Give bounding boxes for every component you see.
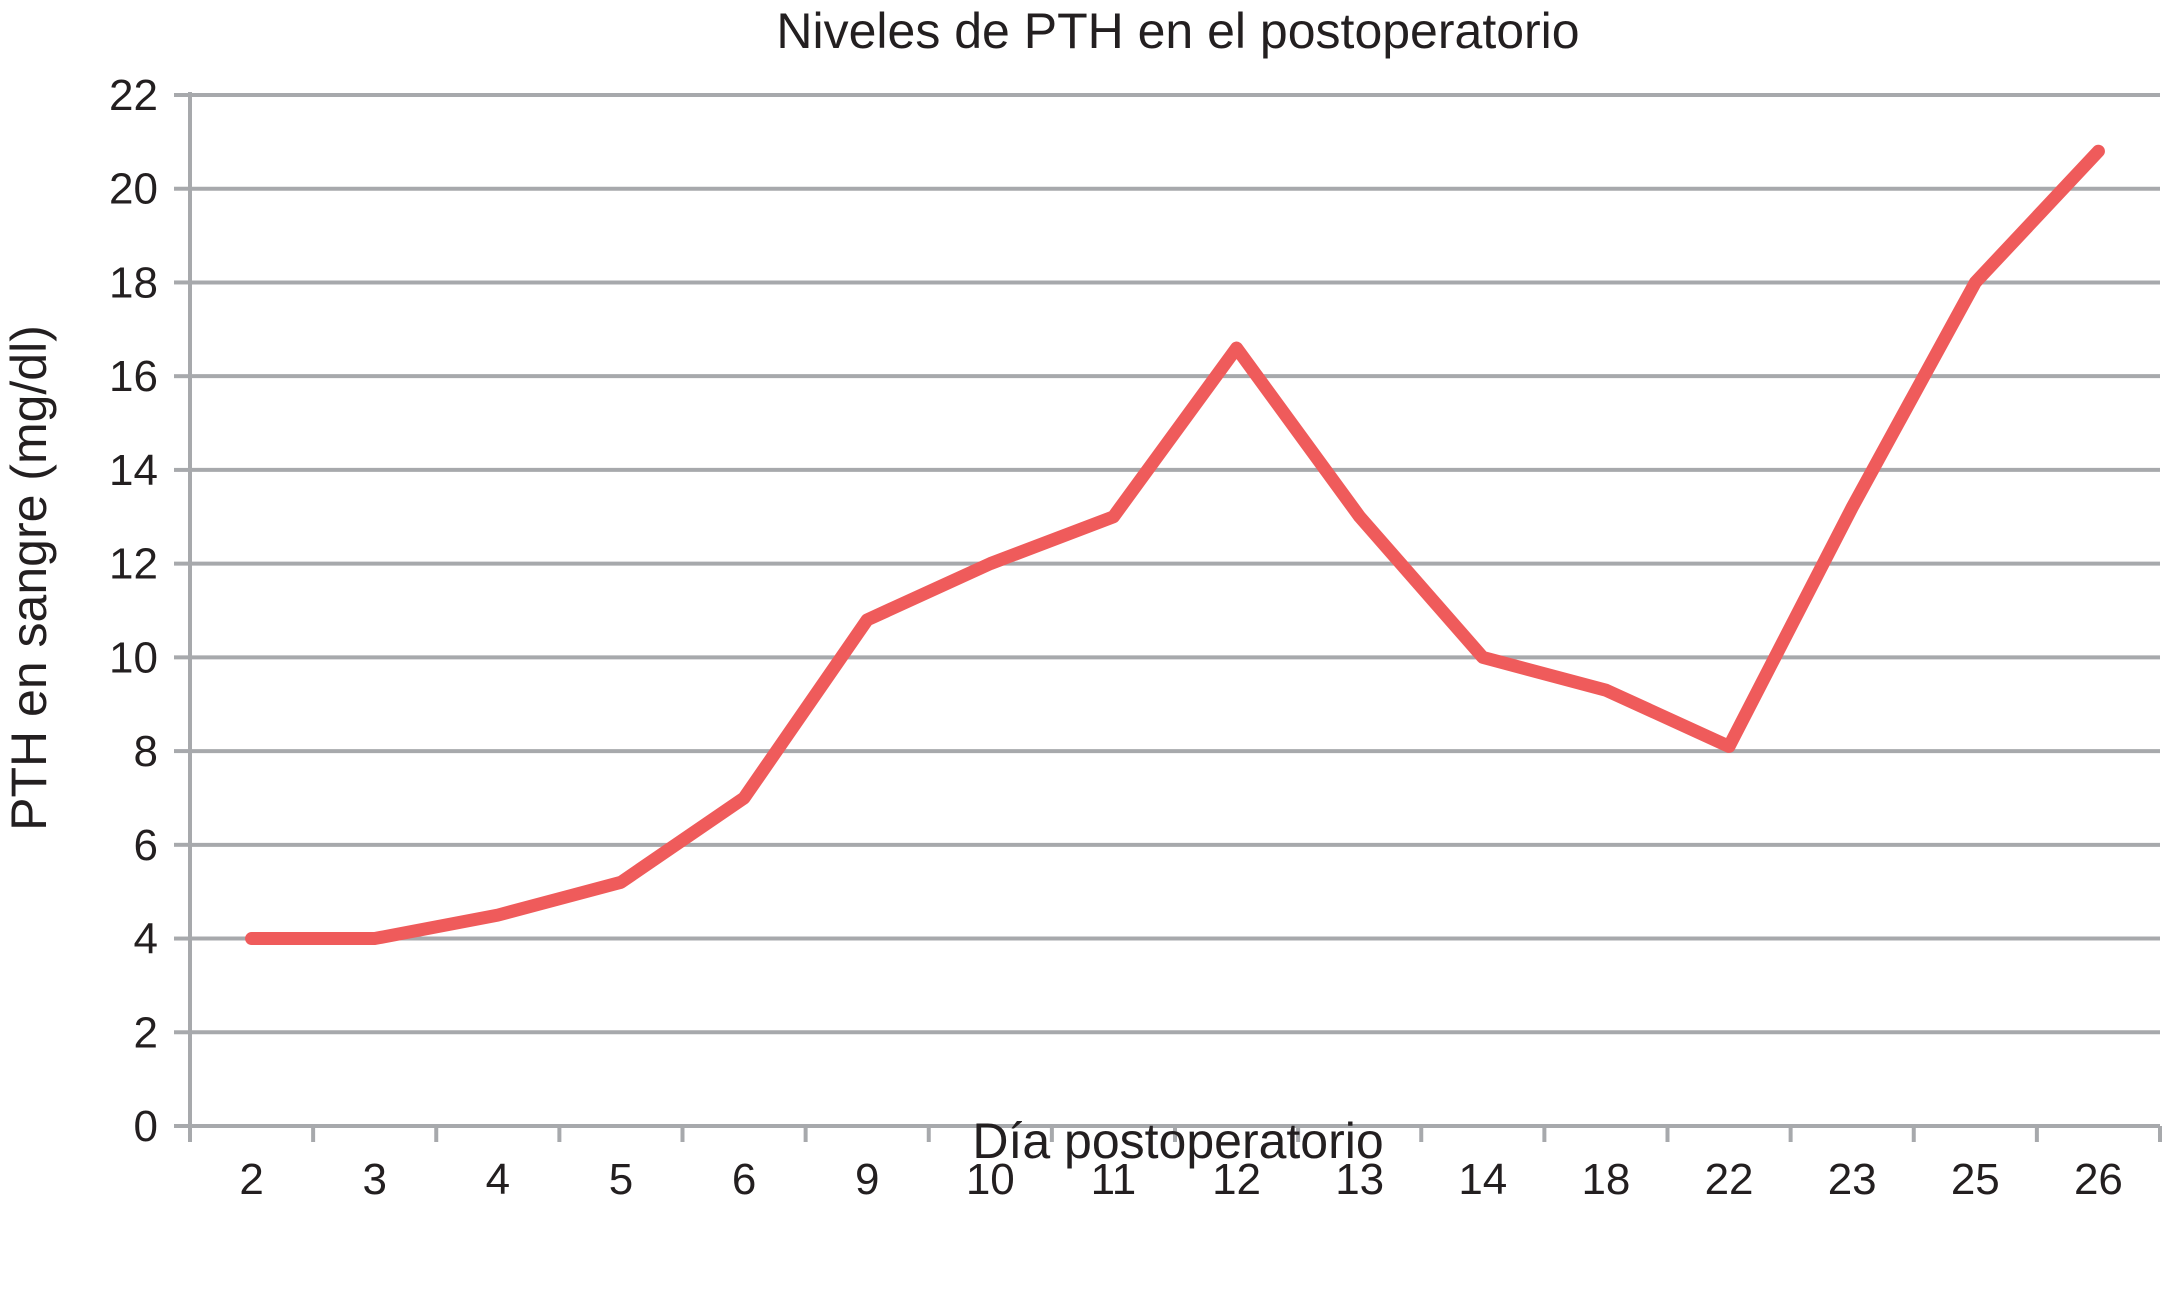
y-tick-label: 4 <box>134 915 158 964</box>
series-line <box>245 144 2105 946</box>
x-tick-label: 4 <box>486 1155 510 1204</box>
grid-lines <box>190 93 2160 1035</box>
y-tick-label: 8 <box>134 727 158 776</box>
y-tick-label: 2 <box>134 1008 158 1057</box>
y-tick-label: 22 <box>109 71 158 120</box>
y-axis: 0 2 4 6 8 10 12 14 16 18 20 22 <box>109 71 192 1151</box>
y-tick-label: 16 <box>109 352 158 401</box>
y-tick-label: 0 <box>134 1102 158 1151</box>
y-tick-label: 12 <box>109 540 158 589</box>
x-tick-label: 22 <box>1705 1155 1754 1204</box>
x-tick-label: 14 <box>1458 1155 1507 1204</box>
x-axis-title: Día postoperatorio <box>972 1113 1383 1169</box>
x-tick-label: 26 <box>2074 1155 2123 1204</box>
x-tick-label: 11 <box>1091 1155 1137 1204</box>
x-tick-label: 10 <box>966 1155 1015 1204</box>
x-tick-label: 23 <box>1828 1155 1877 1204</box>
x-tick-label: 13 <box>1335 1155 1384 1204</box>
x-tick-label: 6 <box>732 1155 756 1204</box>
chart-title: Niveles de PTH en el postoperatorio <box>776 3 1579 59</box>
y-tick-label: 10 <box>109 633 158 682</box>
x-tick-label: 2 <box>239 1155 263 1204</box>
y-tick-label: 14 <box>109 446 158 495</box>
x-tick-label: 5 <box>609 1155 633 1204</box>
x-axis: 2 3 4 5 6 9 10 11 12 13 14 18 22 23 25 26 <box>190 1124 2162 1204</box>
y-axis-title: PTH en sangre (mg/dl) <box>1 325 57 831</box>
y-tick-label: 20 <box>109 165 158 214</box>
x-tick-label: 9 <box>855 1155 879 1204</box>
y-tick-label: 6 <box>134 821 158 870</box>
x-tick-label: 12 <box>1212 1155 1261 1204</box>
y-tick-label: 18 <box>109 258 158 307</box>
x-tick-label: 25 <box>1951 1155 2000 1204</box>
x-tick-label: 3 <box>362 1155 386 1204</box>
plot-series <box>245 144 2105 946</box>
x-tick-label: 18 <box>1581 1155 1630 1204</box>
